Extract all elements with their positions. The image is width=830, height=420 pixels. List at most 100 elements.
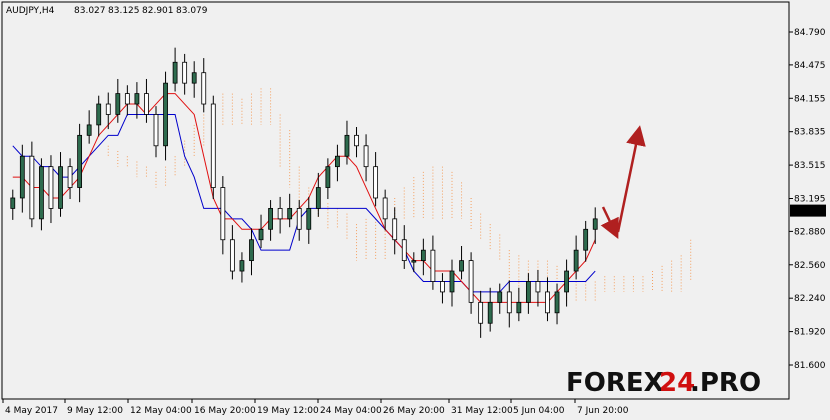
- candle-body: [478, 301, 484, 324]
- candle-body: [487, 301, 493, 324]
- candle-body: [191, 72, 197, 84]
- candle-body: [440, 281, 445, 293]
- candle-body: [182, 61, 188, 84]
- candle-body: [287, 208, 293, 220]
- current-price-box: [790, 204, 826, 217]
- candle-body: [525, 281, 531, 303]
- candle-body: [554, 291, 560, 314]
- price-tick-label: 84.155: [794, 94, 826, 104]
- forecast-arrows: [600, 125, 646, 240]
- time-tick-label: 26 May 20:00: [383, 406, 445, 416]
- watermark-pro: .PRO: [690, 368, 761, 398]
- time-tick-label: 12 May 04:00: [130, 406, 192, 416]
- candle-body: [115, 93, 121, 115]
- candle-body: [77, 134, 83, 188]
- candle-body: [592, 218, 598, 230]
- candle-body: [201, 72, 207, 105]
- watermark: FOREX 24 .PRO: [566, 368, 761, 398]
- candle-body: [392, 218, 398, 241]
- candle-body: [268, 208, 273, 230]
- plot-frame: [1, 1, 790, 400]
- candle-body: [153, 114, 159, 147]
- watermark-24: 24: [659, 368, 695, 398]
- candle-body: [210, 103, 216, 188]
- candle-body: [573, 249, 579, 272]
- candle-body: [335, 155, 340, 168]
- price-tick-label: 83.515: [794, 161, 826, 171]
- candle-body: [449, 270, 455, 293]
- candle-body: [564, 270, 569, 293]
- candle-body: [163, 82, 168, 147]
- up-arrow: [616, 125, 646, 233]
- time-tick-label: 5 Jun 04:00: [513, 406, 565, 416]
- candle-body: [354, 134, 359, 147]
- candle-body: [497, 291, 503, 303]
- price-tick-label: 82.880: [794, 227, 826, 237]
- candle-body: [105, 103, 111, 115]
- time-tick-label: 7 Jun 20:00: [577, 406, 629, 416]
- candle-body: [363, 145, 369, 168]
- time-tick-label: 31 May 12:00: [451, 406, 513, 416]
- candle-body: [430, 249, 436, 282]
- candle-body: [134, 93, 140, 105]
- candle-body: [249, 239, 254, 262]
- price-axis: 84.790 84.475 84.155 83.835 83.515 83.195 82.8…: [789, 28, 826, 371]
- down-arrow: [600, 206, 619, 240]
- candle-body: [258, 228, 264, 241]
- candle-body: [545, 291, 550, 314]
- candle-body: [124, 93, 130, 105]
- candle-body: [535, 281, 541, 293]
- candle-body: [29, 155, 35, 220]
- candle-body: [172, 61, 178, 84]
- time-tick-label: 9 May 12:00: [67, 406, 123, 416]
- ohlc-close: 83.079: [176, 6, 208, 16]
- candle-body: [306, 208, 312, 230]
- candle-body: [239, 260, 245, 272]
- candle-body: [516, 301, 522, 314]
- ohlc-low: 82.901: [142, 6, 174, 16]
- price-tick-label: 81.600: [794, 361, 826, 371]
- time-tick-label: 24 May 04:00: [320, 406, 382, 416]
- price-tick-label: 82.560: [794, 261, 826, 271]
- candle-body: [39, 166, 44, 220]
- candle-body: [373, 166, 379, 199]
- time-tick-label: 19 May 12:00: [257, 406, 319, 416]
- price-tick-label: 82.240: [794, 294, 826, 304]
- candle-body: [459, 260, 464, 272]
- candle-body: [10, 197, 16, 209]
- candle-body: [86, 124, 92, 136]
- candle-body: [420, 249, 426, 262]
- price-tick-label: 81.920: [794, 328, 826, 338]
- candle-body: [96, 103, 102, 126]
- price-tick-label: 84.790: [794, 28, 826, 38]
- candle-body: [315, 187, 321, 209]
- candle-body: [19, 155, 25, 199]
- candle-body: [58, 166, 63, 209]
- candle-body: [411, 260, 417, 263]
- ohlc-high: 83.125: [108, 6, 140, 16]
- candle-body: [583, 228, 589, 251]
- candle-body: [325, 166, 331, 188]
- price-tick-label: 84.475: [794, 61, 826, 71]
- candle-body: [229, 239, 235, 272]
- candle-body: [468, 260, 474, 303]
- ohlc-open: 83.027: [74, 6, 106, 16]
- candle-body: [277, 208, 283, 220]
- candle-body: [401, 239, 407, 262]
- price-tick-label: 83.195: [794, 195, 826, 205]
- candle-body: [144, 93, 149, 115]
- candle-body: [506, 291, 512, 314]
- candle-body: [220, 187, 226, 241]
- price-tick-label: 83.835: [794, 128, 826, 138]
- candle-body: [48, 166, 54, 209]
- time-tick-label: 16 May 20:00: [194, 406, 256, 416]
- candle-body: [382, 197, 388, 220]
- candle-body: [344, 134, 350, 157]
- candlesticks: [10, 47, 598, 338]
- symbol-label: AUDJPY,H4: [6, 6, 55, 16]
- current-price-label: 83.079: [792, 207, 824, 217]
- time-axis: 4 May 2017 9 May 12:00 12 May 04:00 16 May …: [2, 399, 629, 416]
